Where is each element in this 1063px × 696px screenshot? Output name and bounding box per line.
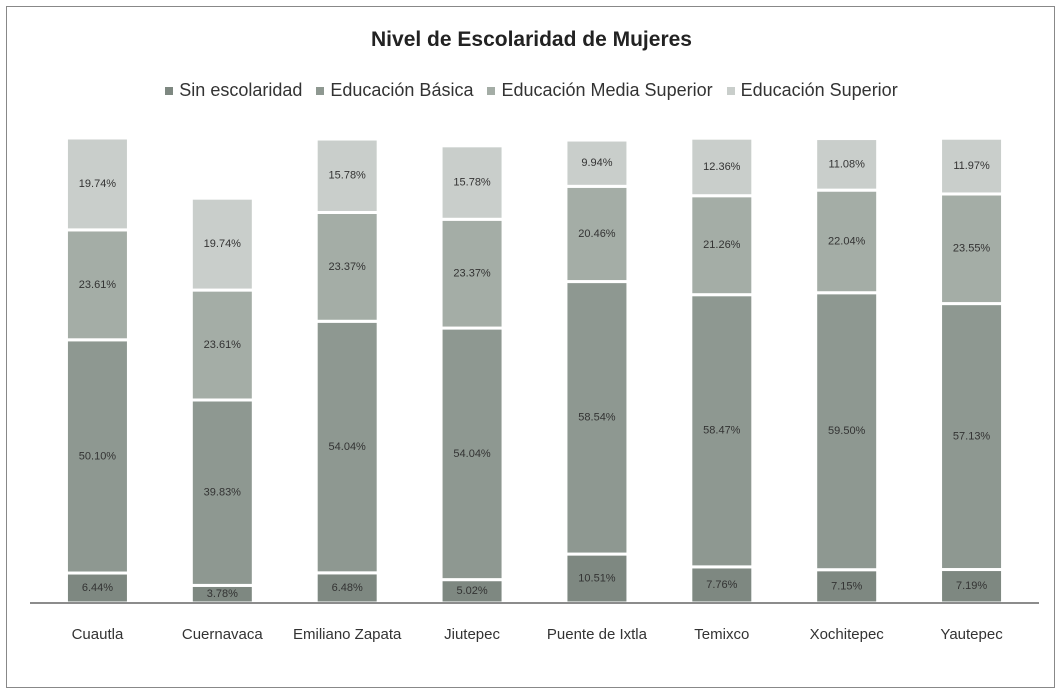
bar-segment bbox=[189, 288, 255, 402]
bar-segment bbox=[189, 398, 255, 587]
bar-segment bbox=[64, 571, 130, 605]
data-label: 15.78% bbox=[453, 176, 491, 188]
x-tick-label: Jiutepec bbox=[444, 626, 500, 643]
bar-segment bbox=[314, 319, 380, 575]
data-label: 39.83% bbox=[204, 487, 242, 499]
legend-item: Educación Media Superior bbox=[487, 80, 713, 101]
data-label: 10.51% bbox=[578, 572, 616, 584]
bar-segment bbox=[64, 136, 130, 232]
legend-item: Sin escolaridad bbox=[165, 80, 302, 101]
data-label: 7.19% bbox=[956, 580, 987, 592]
data-label: 20.46% bbox=[578, 228, 616, 240]
bar-segment bbox=[689, 194, 755, 297]
data-label: 23.37% bbox=[453, 268, 491, 280]
bar-segment bbox=[314, 210, 380, 323]
bar-segment bbox=[439, 144, 505, 221]
x-tick-label: Yautepec bbox=[940, 626, 1003, 643]
data-label: 11.08% bbox=[828, 158, 865, 170]
x-tick-label: Temixco bbox=[694, 626, 750, 643]
legend-item: Educación Superior bbox=[726, 80, 898, 101]
data-label: 12.36% bbox=[703, 161, 741, 173]
data-label: 6.44% bbox=[82, 582, 113, 594]
bar-segment bbox=[564, 280, 630, 556]
bar-segment bbox=[314, 137, 380, 214]
data-label: 58.54% bbox=[578, 412, 616, 424]
bar-segment bbox=[189, 196, 255, 292]
legend-label: Educación Media Superior bbox=[501, 80, 713, 100]
legend: Sin escolaridad Educación Básica Educación… bbox=[0, 80, 1063, 101]
x-tick-label: Cuautla bbox=[71, 626, 124, 643]
data-label: 3.78% bbox=[207, 588, 238, 600]
bar-segment bbox=[64, 228, 130, 342]
data-label: 59.50% bbox=[828, 425, 866, 437]
bar-segment bbox=[439, 326, 505, 582]
legend-swatch bbox=[316, 86, 325, 95]
data-label: 54.04% bbox=[329, 441, 367, 453]
legend-swatch bbox=[726, 86, 735, 95]
bar-segment bbox=[564, 138, 630, 188]
legend-swatch bbox=[487, 86, 496, 95]
x-tick-label: Xochitepec bbox=[809, 626, 884, 643]
data-label: 57.13% bbox=[953, 430, 991, 442]
data-label: 23.55% bbox=[953, 243, 991, 255]
bar-segment bbox=[689, 136, 755, 198]
data-label: 23.37% bbox=[329, 261, 367, 273]
bar-segment bbox=[314, 571, 380, 605]
legend-label: Educación Superior bbox=[740, 80, 898, 100]
data-label: 5.02% bbox=[456, 585, 487, 597]
x-tick-label: Cuernavaca bbox=[181, 626, 263, 643]
legend-label: Educación Básica bbox=[330, 80, 474, 100]
legend-swatch bbox=[165, 86, 174, 95]
data-label: 54.04% bbox=[453, 448, 491, 460]
bar-segment bbox=[564, 184, 630, 284]
data-label: 21.26% bbox=[703, 239, 741, 251]
data-label: 11.97% bbox=[953, 160, 990, 172]
data-label: 19.74% bbox=[204, 238, 242, 250]
legend-item: Educación Básica bbox=[316, 80, 473, 101]
data-label: 23.61% bbox=[204, 339, 242, 351]
x-tick-label: Puente de Ixtla bbox=[546, 626, 647, 643]
data-label: 7.15% bbox=[831, 580, 862, 592]
legend-label: Sin escolaridad bbox=[179, 80, 303, 100]
chart-frame bbox=[6, 6, 1055, 688]
data-label: 22.04% bbox=[828, 235, 866, 247]
data-label: 6.48% bbox=[332, 582, 363, 594]
data-label: 15.78% bbox=[329, 170, 367, 182]
data-label: 7.76% bbox=[706, 579, 737, 591]
data-label: 19.74% bbox=[79, 178, 117, 190]
bar-segment bbox=[814, 291, 880, 572]
data-label: 58.47% bbox=[703, 425, 741, 437]
bar-segment bbox=[439, 217, 505, 330]
bar-segment bbox=[814, 188, 880, 295]
bar-segment bbox=[814, 137, 880, 192]
x-tick-label: Emiliano Zapata bbox=[292, 626, 402, 643]
chart-title: Nivel de Escolaridad de Mujeres bbox=[371, 28, 692, 51]
bar-segment bbox=[814, 568, 880, 605]
bar-segment bbox=[689, 565, 755, 605]
data-label: 23.61% bbox=[79, 279, 117, 291]
bar-segment bbox=[64, 338, 130, 575]
data-label: 9.94% bbox=[581, 157, 612, 169]
bar-segment bbox=[939, 136, 1005, 196]
data-label: 50.10% bbox=[79, 450, 117, 462]
